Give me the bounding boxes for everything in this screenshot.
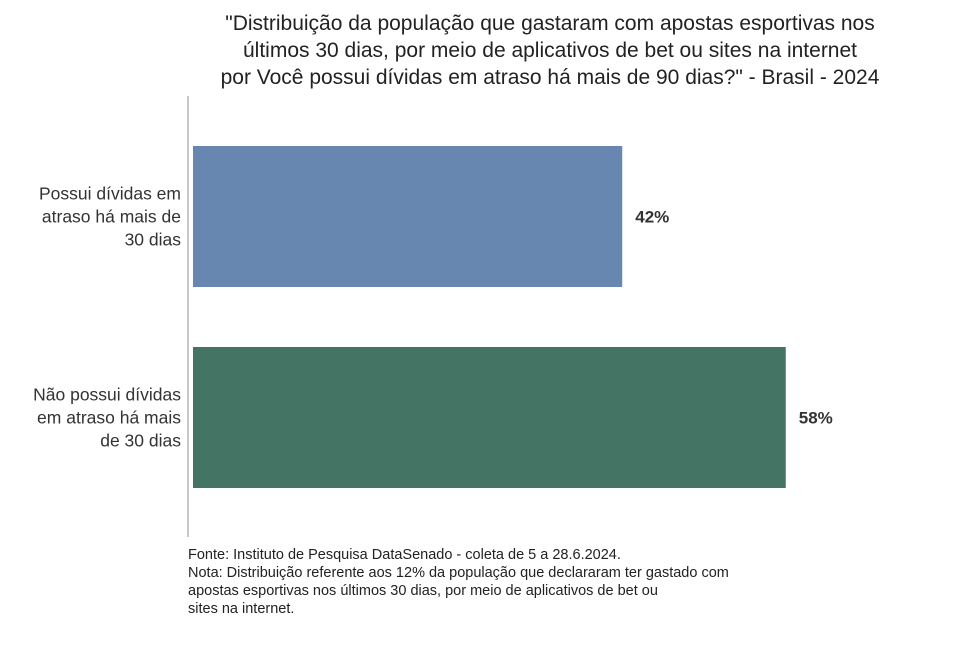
chart-title-line: "Distribuição da população que gastaram …: [225, 12, 875, 35]
category-tick-label: Não possui dívidas: [33, 385, 181, 405]
chart-title: "Distribuição da população que gastaram …: [150, 10, 950, 91]
note-line: apostas esportivas nos últimos 30 dias, …: [188, 583, 658, 599]
bar: [193, 347, 786, 488]
category-tick-label: Possui dívidas em: [39, 184, 181, 204]
chart-title-line: últimos 30 dias, por meio de aplicativos…: [242, 39, 857, 62]
data-label: 58%: [799, 409, 833, 428]
chart-footer: Fonte: Instituto de Pesquisa DataSenado …: [188, 546, 838, 618]
category-tick-label: 30 dias: [125, 230, 182, 250]
data-label: 42%: [635, 208, 669, 227]
category-tick-label: em atraso há mais: [37, 408, 181, 428]
source-note: Fonte: Instituto de Pesquisa DataSenado …: [188, 547, 621, 563]
bar: [193, 146, 623, 287]
note-line: Nota: Distribuição referente aos 12% da …: [188, 565, 729, 581]
note-line: sites na internet.: [188, 601, 295, 617]
category-tick-label: de 30 dias: [100, 431, 181, 451]
category-tick-label: atraso há mais de: [42, 207, 181, 227]
chart-title-line: por Você possui dívidas em atraso há mai…: [220, 66, 880, 89]
